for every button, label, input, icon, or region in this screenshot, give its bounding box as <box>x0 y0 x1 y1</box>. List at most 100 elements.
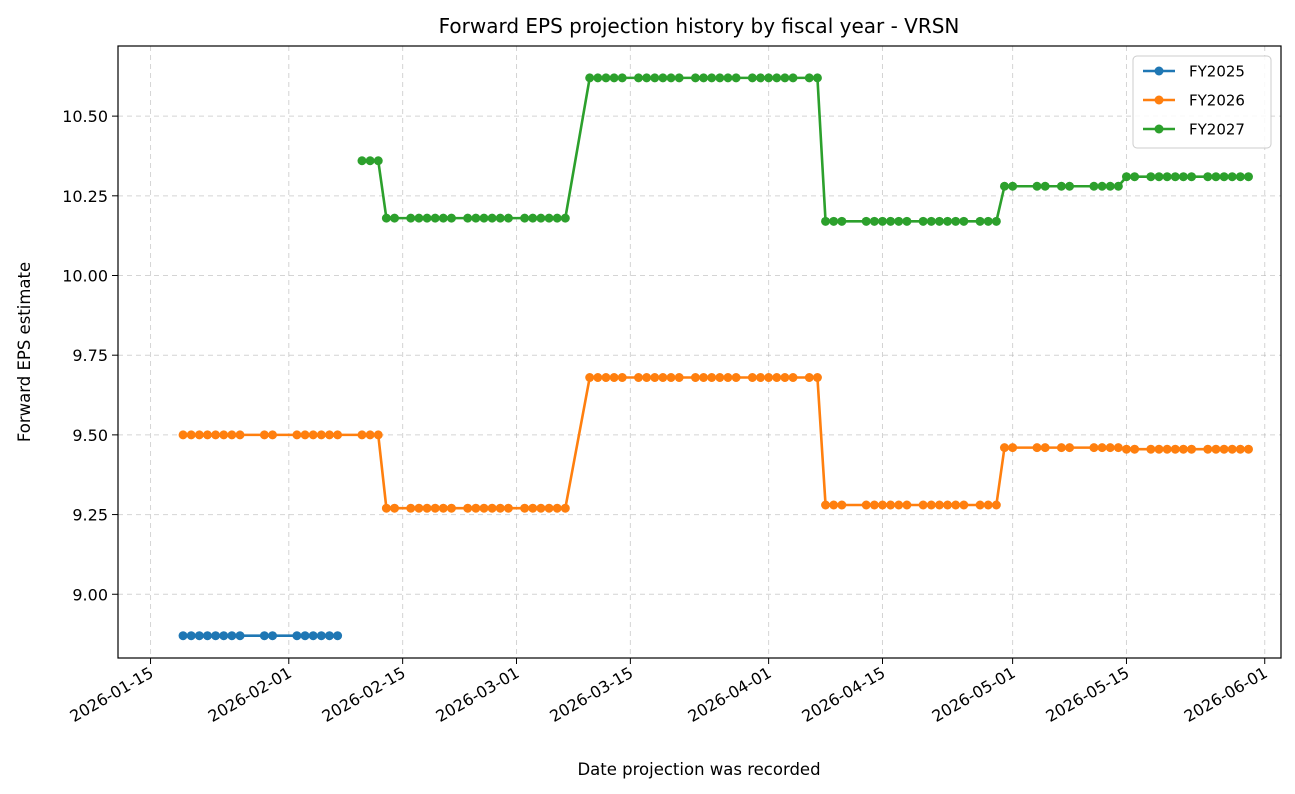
data-point <box>601 373 611 382</box>
data-point <box>658 73 668 83</box>
data-point <box>634 373 644 382</box>
x-axis-title: Date projection was recorded <box>577 760 820 779</box>
data-point <box>528 213 538 223</box>
data-point <box>503 213 513 223</box>
data-point <box>658 373 668 382</box>
data-point <box>373 156 383 166</box>
data-point <box>999 443 1009 453</box>
data-point <box>1146 172 1156 182</box>
y-axis-title: Forward EPS estimate <box>15 262 34 442</box>
data-point <box>715 373 725 382</box>
data-point <box>471 503 481 513</box>
data-point <box>1008 443 1018 453</box>
data-point <box>1211 172 1221 182</box>
data-point <box>235 430 245 440</box>
data-point <box>1162 172 1172 182</box>
legend-swatch-marker <box>1154 66 1164 76</box>
data-point <box>520 503 530 513</box>
y-tick-label: 9.25 <box>72 506 108 525</box>
data-point <box>1105 181 1115 191</box>
data-point <box>520 213 530 223</box>
data-point <box>999 181 1009 191</box>
data-point <box>731 73 741 83</box>
data-point <box>1203 444 1213 454</box>
data-point <box>259 430 269 440</box>
data-point <box>178 631 188 641</box>
data-point <box>1056 181 1066 191</box>
data-point <box>365 430 375 440</box>
data-point <box>308 430 318 440</box>
data-point <box>1235 172 1245 182</box>
data-point <box>1040 181 1050 191</box>
data-point <box>365 156 375 166</box>
data-point <box>926 216 936 226</box>
data-point <box>812 73 822 83</box>
data-point <box>308 631 318 641</box>
data-point <box>869 500 879 510</box>
data-point <box>821 500 831 510</box>
data-point <box>934 216 944 226</box>
data-point <box>194 430 204 440</box>
data-point <box>1097 181 1107 191</box>
data-point <box>202 430 212 440</box>
data-point <box>194 631 204 641</box>
data-point <box>894 216 904 226</box>
data-point <box>674 73 684 83</box>
data-point <box>495 503 505 513</box>
data-point <box>943 500 953 510</box>
data-point <box>877 500 887 510</box>
data-point <box>268 430 278 440</box>
data-point <box>1032 181 1042 191</box>
data-point <box>406 213 416 223</box>
series-fy2025 <box>178 631 343 641</box>
data-point <box>560 213 570 223</box>
data-point <box>837 500 847 510</box>
data-point <box>292 430 302 440</box>
data-point <box>755 73 765 83</box>
data-point <box>617 73 627 83</box>
data-point <box>1154 444 1164 454</box>
data-point <box>837 216 847 226</box>
data-point <box>650 73 660 83</box>
data-point <box>430 213 440 223</box>
data-point <box>1065 181 1075 191</box>
data-point <box>609 373 619 382</box>
data-point <box>479 213 489 223</box>
data-point <box>1219 444 1229 454</box>
data-point <box>902 216 912 226</box>
data-point <box>707 373 717 382</box>
data-point <box>666 73 676 83</box>
data-point <box>690 373 700 382</box>
y-tick-label: 10.50 <box>62 107 108 126</box>
data-point <box>1097 443 1107 453</box>
data-point <box>324 430 334 440</box>
data-point <box>438 213 448 223</box>
data-point <box>1235 444 1245 454</box>
data-point <box>503 503 513 513</box>
data-point <box>902 500 912 510</box>
data-point <box>894 500 904 510</box>
data-point <box>617 373 627 382</box>
data-point <box>609 73 619 83</box>
data-point <box>186 430 196 440</box>
data-point <box>430 503 440 513</box>
data-point <box>1121 444 1131 454</box>
data-point <box>983 500 993 510</box>
data-point <box>219 430 229 440</box>
data-point <box>1178 444 1188 454</box>
data-point <box>528 503 538 513</box>
data-point <box>1243 444 1253 454</box>
data-point <box>357 156 367 166</box>
data-point <box>959 500 969 510</box>
data-point <box>699 373 709 382</box>
data-point <box>357 430 367 440</box>
data-point <box>943 216 953 226</box>
data-point <box>804 73 814 83</box>
legend-label: FY2025 <box>1189 63 1245 81</box>
data-point <box>991 500 1001 510</box>
grid-layer <box>118 46 1281 658</box>
data-point <box>869 216 879 226</box>
data-point <box>552 213 562 223</box>
data-point <box>1056 443 1066 453</box>
legend: FY2025 FY2026 FY2027 <box>1132 55 1272 149</box>
